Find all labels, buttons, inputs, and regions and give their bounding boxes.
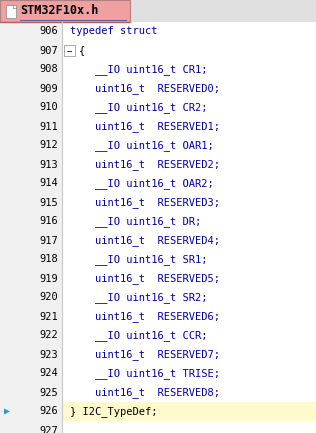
Text: uint16_t  RESERVED2;: uint16_t RESERVED2; [70, 159, 220, 170]
Text: 912: 912 [39, 140, 58, 151]
Bar [62, 402, 316, 421]
Text: 910: 910 [39, 103, 58, 113]
Text: typedef struct: typedef struct [70, 26, 157, 36]
Text: 906: 906 [39, 26, 58, 36]
Text: 909: 909 [39, 84, 58, 94]
Text: __IO uint16_t OAR2;: __IO uint16_t OAR2; [70, 178, 214, 189]
Text: 923: 923 [39, 349, 58, 359]
Text: 918: 918 [39, 255, 58, 265]
Bar [64, 45, 76, 56]
Text: 926: 926 [39, 407, 58, 417]
Text: uint16_t  RESERVED1;: uint16_t RESERVED1; [70, 121, 220, 132]
Text: 927: 927 [39, 426, 58, 433]
Text: __IO uint16_t SR2;: __IO uint16_t SR2; [70, 292, 208, 303]
Text: {: { [79, 45, 86, 55]
Text: 914: 914 [39, 178, 58, 188]
Bar [0, 0, 316, 22]
Text: __IO uint16_t DR;: __IO uint16_t DR; [70, 216, 201, 227]
Text: uint16_t  RESERVED6;: uint16_t RESERVED6; [70, 311, 220, 322]
Text: 919: 919 [39, 274, 58, 284]
Text: 907: 907 [39, 45, 58, 55]
Text: 908: 908 [39, 65, 58, 74]
Text: 913: 913 [39, 159, 58, 169]
Bar [0, 22, 62, 433]
Text: } I2C_TypeDef;: } I2C_TypeDef; [70, 406, 157, 417]
Text: STM32F10x.h: STM32F10x.h [20, 4, 98, 17]
Text: 925: 925 [39, 388, 58, 397]
Text: __IO uint16_t OAR1;: __IO uint16_t OAR1; [70, 140, 214, 151]
Text: uint16_t  RESERVED4;: uint16_t RESERVED4; [70, 235, 220, 246]
Text: uint16_t  RESERVED5;: uint16_t RESERVED5; [70, 273, 220, 284]
Bar [0, 0, 130, 22]
Text: uint16_t  RESERVED7;: uint16_t RESERVED7; [70, 349, 220, 360]
Text: __IO uint16_t CR2;: __IO uint16_t CR2; [70, 102, 208, 113]
Text: __IO uint16_t TRISE;: __IO uint16_t TRISE; [70, 368, 220, 379]
Text: 922: 922 [39, 330, 58, 340]
Text: __IO uint16_t CCR;: __IO uint16_t CCR; [70, 330, 208, 341]
Bar [6, 5, 16, 18]
Text: __IO uint16_t CR1;: __IO uint16_t CR1; [70, 64, 208, 75]
Text: −: − [67, 46, 72, 55]
Text: 921: 921 [39, 311, 58, 321]
Text: 924: 924 [39, 368, 58, 378]
Text: 911: 911 [39, 122, 58, 132]
Text: uint16_t  RESERVED3;: uint16_t RESERVED3; [70, 197, 220, 208]
Text: 917: 917 [39, 236, 58, 246]
Text: 916: 916 [39, 216, 58, 226]
Text: 915: 915 [39, 197, 58, 207]
Text: __IO uint16_t SR1;: __IO uint16_t SR1; [70, 254, 208, 265]
Text: 920: 920 [39, 293, 58, 303]
Polygon shape [4, 408, 10, 414]
Text: uint16_t  RESERVED8;: uint16_t RESERVED8; [70, 387, 220, 398]
Text: uint16_t  RESERVED0;: uint16_t RESERVED0; [70, 83, 220, 94]
